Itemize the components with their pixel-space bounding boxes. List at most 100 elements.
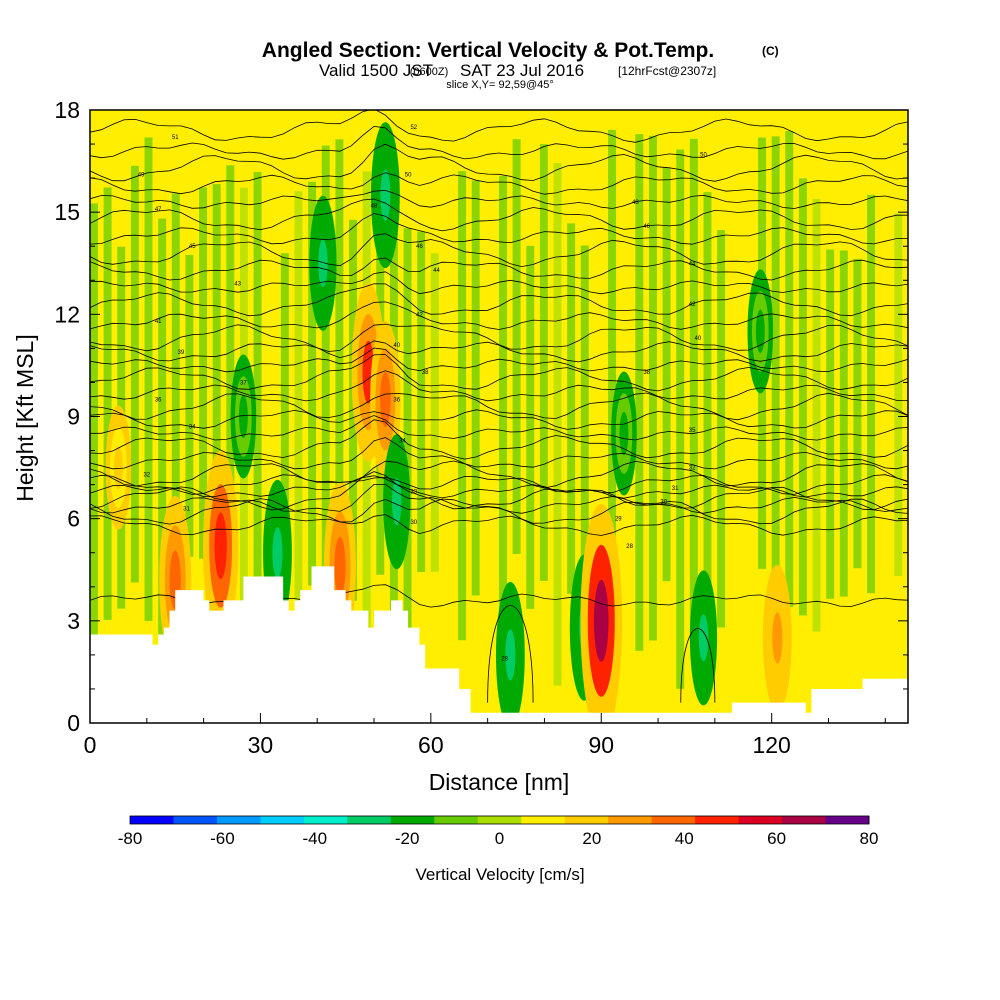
isentrope-line — [90, 415, 908, 441]
isentrope-line — [90, 189, 908, 209]
velocity-stripe — [335, 139, 344, 683]
velocity-stripe — [812, 198, 821, 632]
isentrope-loop — [487, 605, 534, 703]
isentrope-label: 35 — [689, 428, 696, 434]
x-axis-label: Distance [nm] — [429, 769, 570, 795]
isentrope-label: 50 — [405, 173, 412, 179]
colorbar-swatch — [782, 816, 827, 824]
colorbar-swatch — [651, 816, 696, 824]
isentrope-line — [90, 323, 908, 352]
velocity-stripe — [403, 228, 412, 671]
velocity-cell — [772, 612, 783, 664]
velocity-stripe — [417, 231, 426, 573]
velocity-stripe — [594, 150, 603, 684]
velocity-stripe — [294, 191, 303, 657]
isentrope-label: 36 — [155, 397, 162, 403]
colorbar-swatch — [738, 816, 783, 824]
velocity-stripe — [867, 194, 876, 594]
velocity-stripe — [253, 172, 262, 669]
colorbar-swatch — [825, 816, 870, 824]
velocity-stripe — [430, 253, 439, 572]
isentrope-line — [90, 110, 908, 143]
isentrope-line — [90, 514, 908, 536]
isentrope-label: 37 — [240, 380, 247, 386]
isentrope-label: 43 — [234, 282, 241, 288]
isentrope-label: 38 — [422, 370, 429, 376]
velocity-cell — [272, 527, 283, 579]
isentrope-line — [90, 392, 908, 421]
velocity-stripe — [171, 193, 180, 665]
velocity-stripe — [185, 254, 194, 557]
velocity-stripe — [226, 165, 235, 666]
velocity-cell — [619, 411, 629, 456]
colorbar-tick-label: 40 — [675, 829, 694, 848]
velocity-stripe — [676, 149, 685, 689]
isentrope-label: 34 — [399, 438, 406, 444]
velocity-cell — [698, 614, 709, 662]
velocity-stripe — [717, 230, 726, 628]
isentrope-label: 31 — [672, 486, 679, 492]
isentrope-label: 52 — [410, 125, 417, 131]
velocity-cell — [593, 579, 609, 662]
velocity-stripe — [90, 203, 98, 674]
valid-time: Valid 1500 JST — [319, 61, 433, 80]
isentrope-label: 40 — [393, 343, 400, 349]
isentrope-label: 47 — [155, 207, 162, 213]
velocity-stripe — [785, 131, 794, 608]
y-axis-label: Height [Kft MSL] — [12, 334, 38, 501]
isentrope-label: 31 — [183, 506, 190, 512]
velocity-stripe — [158, 218, 167, 668]
colorbar-swatch — [434, 816, 479, 824]
velocity-stripe — [703, 192, 712, 633]
velocity-stripe — [662, 167, 671, 582]
velocity-stripe — [880, 251, 889, 615]
y-tick-label: 12 — [54, 301, 80, 327]
isentrope-line — [90, 143, 908, 182]
colorbar-tick-label: -80 — [118, 829, 143, 848]
velocity-stripe — [689, 138, 698, 634]
isentrope-label: 32 — [689, 466, 696, 472]
velocity-stripe — [458, 171, 467, 641]
isentropes — [90, 110, 908, 703]
colorbar-tick-label: 60 — [767, 829, 786, 848]
isentrope-line — [90, 484, 908, 514]
isentrope-label: 46 — [416, 244, 423, 250]
velocity-stripe — [526, 245, 535, 609]
isentrope-line — [90, 301, 908, 330]
x-tick-label: 120 — [752, 732, 790, 758]
velocity-stripe — [321, 145, 330, 659]
colorbar-swatch — [564, 816, 609, 824]
plot-area: 28 28 29 30 30 31 31 32 32 33 34 34 35 36 36 37 38 38 39 40… — [90, 110, 908, 723]
colorbar-tick-label: 0 — [495, 829, 504, 848]
velocity-stripe — [308, 181, 317, 586]
velocity-stripe — [471, 180, 480, 596]
x-tick-label: 60 — [418, 732, 444, 758]
x-axis: 0 30 60 90 120 — [84, 713, 886, 758]
velocity-stripe — [103, 187, 112, 620]
colorbar-swatch — [216, 816, 261, 824]
colorbar-swatch — [130, 816, 174, 824]
colorbar-tick-label: 20 — [582, 829, 601, 848]
velocity-cell — [755, 309, 765, 354]
isentrope-label: 51 — [172, 135, 179, 141]
chart-title: Angled Section: Vertical Velocity & Pot.… — [262, 39, 714, 62]
y-tick-label: 18 — [54, 97, 80, 123]
isentrope-line — [90, 125, 908, 160]
colorbar-swatch — [695, 816, 740, 824]
isentrope-line — [90, 460, 908, 489]
colorbar-tick-labels: -80 -60 -40 -20 0 20 40 60 80 — [118, 829, 879, 848]
isentrope-labels: 28 28 29 30 30 31 31 32 32 33 34 34 35 36 36 37 38 38 39 40… — [138, 125, 708, 662]
isentrope-line — [90, 172, 908, 195]
valid-utc: (0600Z) — [410, 66, 449, 78]
velocity-stripe — [826, 249, 835, 599]
velocity-stripe — [349, 219, 357, 601]
isentrope-label: 38 — [643, 370, 650, 376]
isentrope-line — [90, 213, 908, 245]
velocity-stripe — [212, 184, 221, 614]
isentrope-label: 28 — [501, 656, 508, 662]
x-tick-label: 0 — [84, 732, 97, 758]
velocity-stripe — [267, 174, 276, 642]
colorbar-swatch — [260, 816, 305, 824]
isentrope-line — [90, 370, 908, 402]
